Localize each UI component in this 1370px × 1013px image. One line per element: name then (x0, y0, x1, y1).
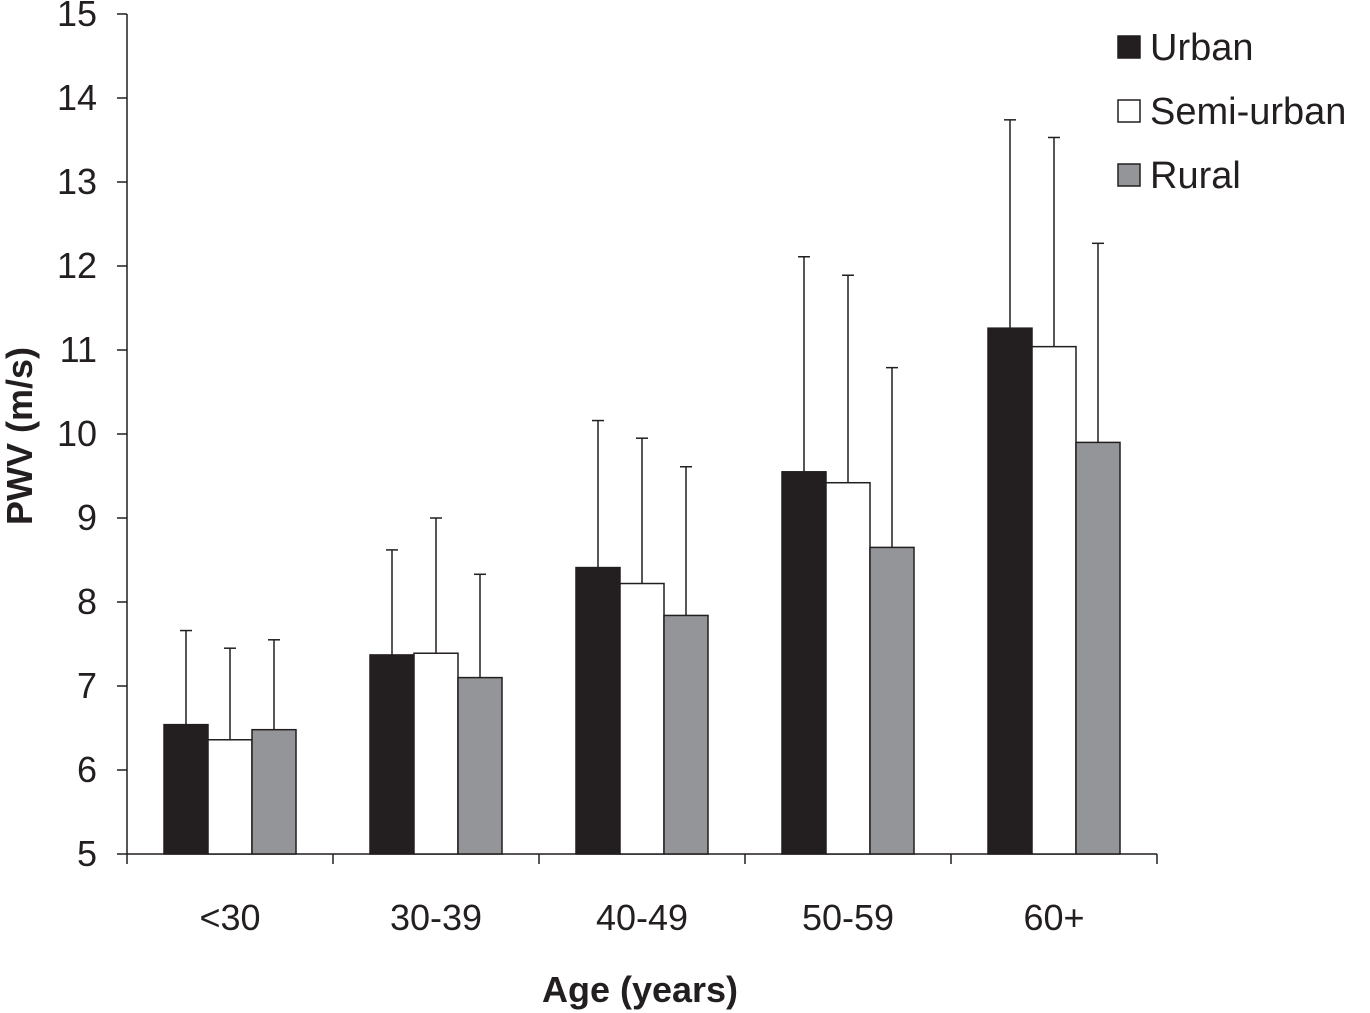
bar-semi-urban (413, 652, 459, 855)
x-tick-label: 50-59 (802, 897, 894, 938)
bar-semi-urban (619, 582, 665, 855)
bar-rural (457, 676, 503, 855)
x-tick-label: 40-49 (596, 897, 688, 938)
y-tick-label: 8 (77, 581, 97, 622)
bar-semi-urban (825, 481, 871, 855)
y-tick-label: 11 (60, 329, 97, 370)
y-tick-label: 10 (57, 413, 97, 454)
y-axis-title: PWV (m/s) (0, 347, 40, 525)
bar-urban (575, 566, 621, 855)
bar-urban (369, 654, 415, 855)
x-tick-label: 30-39 (390, 897, 482, 938)
legend-swatch-rural (1117, 163, 1141, 187)
bar-rural (1075, 441, 1121, 855)
bar-rural (869, 546, 915, 855)
legend-label-semi-urban: Semi-urban (1150, 91, 1346, 133)
bar-urban (987, 327, 1033, 855)
y-tick-label: 12 (57, 245, 97, 286)
bar-urban (781, 471, 827, 855)
y-tick-label: 14 (57, 77, 97, 118)
axes (117, 13, 1158, 864)
legend-swatch-semi-urban (1117, 99, 1141, 123)
y-tick-label: 6 (77, 749, 97, 790)
bars (163, 327, 1121, 855)
bar-semi-urban (207, 739, 253, 855)
bar-urban (163, 723, 209, 855)
y-tick-label: 5 (77, 833, 97, 874)
y-tick-label: 7 (77, 665, 97, 706)
x-tick-label: 60+ (1023, 897, 1084, 938)
x-tick-labels: <30 30-39 40-49 50-59 60+ (199, 897, 1084, 938)
legend-swatch-urban (1117, 35, 1141, 59)
legend: Urban Semi-urban Rural (1117, 27, 1346, 197)
y-tick-labels: 5 6 7 8 9 10 11 12 13 14 15 (57, 0, 97, 874)
error-bars (180, 119, 1104, 740)
legend-label-rural: Rural (1150, 155, 1241, 197)
y-tick-label: 15 (57, 0, 97, 34)
bar-rural (663, 614, 709, 855)
legend-label-urban: Urban (1150, 27, 1254, 69)
bar-semi-urban (1031, 345, 1077, 855)
x-tick-label: <30 (199, 897, 260, 938)
y-tick-label: 9 (77, 497, 97, 538)
bar-rural (251, 728, 297, 855)
y-tick-label: 13 (57, 161, 97, 202)
x-axis-title: Age (years) (542, 969, 738, 1010)
